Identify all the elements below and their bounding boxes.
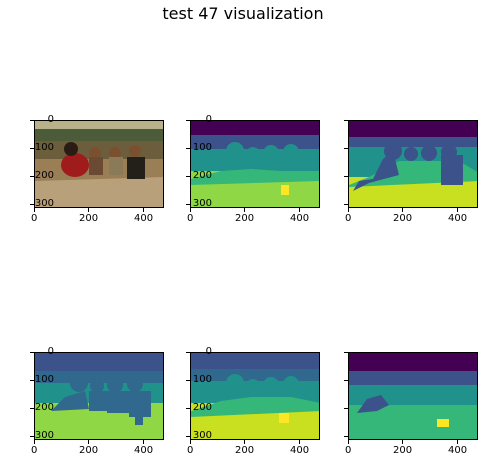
y-tick-mark	[186, 436, 190, 437]
x-tick-mark	[190, 208, 191, 212]
y-tick-mark	[30, 120, 34, 121]
segmentation-map	[348, 352, 478, 440]
segmentation-map	[348, 120, 478, 208]
photo-image	[34, 120, 164, 208]
x-tick-mark	[34, 440, 35, 444]
y-tick-label: 300	[192, 430, 212, 441]
y-tick-mark	[186, 380, 190, 381]
y-tick-label: 200	[34, 402, 54, 413]
x-tick-mark	[457, 208, 458, 212]
y-tick-label: 200	[192, 402, 212, 413]
y-tick-mark	[186, 352, 190, 353]
x-tick-label: 400	[448, 445, 468, 456]
x-tick-mark	[34, 208, 35, 212]
x-tick-mark	[402, 208, 403, 212]
y-tick-mark	[344, 436, 348, 437]
y-tick-mark	[30, 436, 34, 437]
x-tick-mark	[143, 208, 144, 212]
y-tick-label: 100	[34, 374, 54, 385]
x-tick-label: 200	[79, 213, 99, 224]
y-tick-mark	[186, 120, 190, 121]
figure-title: test 47 visualization	[162, 4, 324, 23]
y-tick-mark	[30, 204, 34, 205]
y-tick-mark	[30, 380, 34, 381]
x-tick-label: 400	[290, 445, 310, 456]
x-tick-label: 0	[345, 213, 352, 224]
x-tick-label: 0	[31, 445, 38, 456]
x-tick-label: 0	[31, 213, 38, 224]
y-tick-label: 100	[34, 142, 54, 153]
x-tick-mark	[190, 440, 191, 444]
x-tick-mark	[402, 440, 403, 444]
y-tick-mark	[186, 204, 190, 205]
x-tick-mark	[244, 208, 245, 212]
x-tick-label: 400	[134, 213, 154, 224]
y-tick-label: 0	[205, 114, 212, 125]
x-tick-label: 400	[134, 445, 154, 456]
y-tick-label: 200	[192, 170, 212, 181]
y-tick-label: 0	[47, 114, 54, 125]
x-tick-label: 0	[345, 445, 352, 456]
x-tick-label: 200	[393, 213, 413, 224]
x-tick-mark	[143, 440, 144, 444]
x-tick-label: 200	[235, 213, 255, 224]
x-tick-mark	[457, 440, 458, 444]
x-tick-label: 400	[290, 213, 310, 224]
x-tick-label: 400	[448, 213, 468, 224]
y-tick-mark	[30, 408, 34, 409]
y-tick-mark	[344, 204, 348, 205]
y-tick-mark	[344, 408, 348, 409]
y-tick-mark	[344, 176, 348, 177]
x-tick-label: 0	[187, 445, 194, 456]
y-tick-label: 300	[34, 430, 54, 441]
y-tick-mark	[186, 148, 190, 149]
y-tick-mark	[186, 408, 190, 409]
x-tick-mark	[244, 440, 245, 444]
y-tick-label: 0	[47, 346, 54, 357]
y-tick-mark	[344, 120, 348, 121]
y-tick-label: 200	[34, 170, 54, 181]
y-tick-mark	[30, 176, 34, 177]
y-tick-label: 0	[205, 346, 212, 357]
x-tick-mark	[88, 440, 89, 444]
y-tick-mark	[344, 352, 348, 353]
x-tick-mark	[299, 208, 300, 212]
y-tick-mark	[30, 352, 34, 353]
x-tick-label: 0	[187, 213, 194, 224]
x-tick-label: 200	[235, 445, 255, 456]
y-tick-mark	[344, 148, 348, 149]
segmentation-map	[190, 120, 320, 208]
y-tick-label: 300	[192, 198, 212, 209]
y-tick-mark	[186, 176, 190, 177]
segmentation-map	[34, 352, 164, 440]
x-tick-label: 200	[393, 445, 413, 456]
y-tick-mark	[30, 148, 34, 149]
x-tick-label: 200	[79, 445, 99, 456]
x-tick-mark	[348, 440, 349, 444]
x-tick-mark	[348, 208, 349, 212]
y-tick-label: 300	[34, 198, 54, 209]
y-tick-label: 100	[192, 374, 212, 385]
y-tick-mark	[344, 380, 348, 381]
x-tick-mark	[88, 208, 89, 212]
segmentation-map	[190, 352, 320, 440]
x-tick-mark	[299, 440, 300, 444]
y-tick-label: 100	[192, 142, 212, 153]
